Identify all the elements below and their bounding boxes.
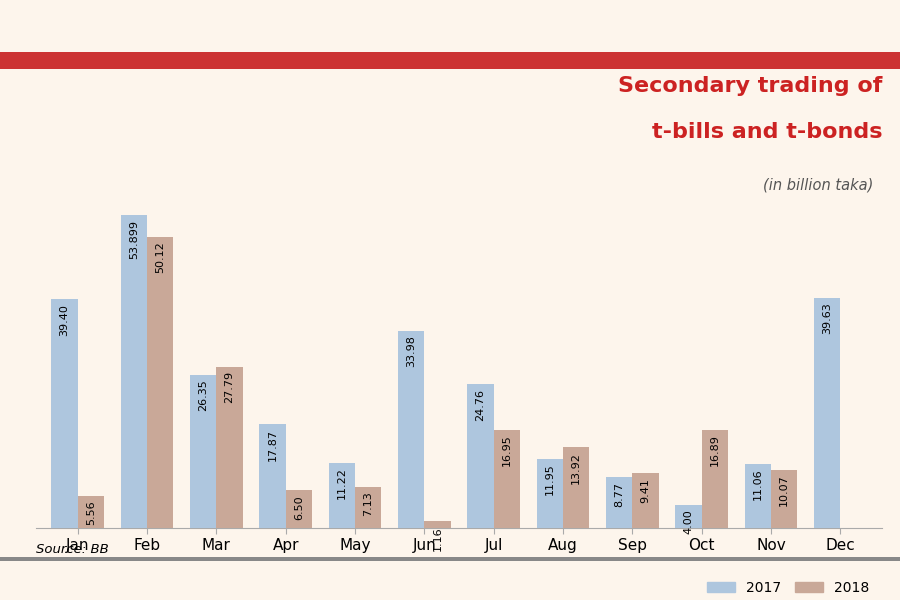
Text: 1.16: 1.16	[433, 526, 443, 551]
Text: t-bills and t-bonds: t-bills and t-bonds	[652, 121, 882, 142]
Text: 39.40: 39.40	[59, 304, 69, 336]
Bar	[467, 384, 494, 528]
Bar	[702, 430, 728, 528]
Text: 5.56: 5.56	[86, 500, 95, 525]
Text: Secondary trading of: Secondary trading of	[617, 76, 882, 97]
Text: Source: BB: Source: BB	[36, 543, 109, 556]
Text: 13.92: 13.92	[572, 452, 581, 484]
Bar	[328, 463, 355, 528]
Bar	[814, 298, 841, 528]
Text: 17.87: 17.87	[267, 429, 277, 461]
Text: 9.41: 9.41	[641, 478, 651, 503]
Text: 11.06: 11.06	[753, 469, 763, 500]
Bar	[675, 505, 702, 528]
Bar	[259, 424, 285, 528]
Text: 33.98: 33.98	[406, 335, 416, 367]
Text: 6.50: 6.50	[293, 495, 304, 520]
Bar	[190, 375, 216, 528]
Text: 53.899: 53.899	[129, 220, 139, 259]
Bar	[424, 521, 451, 528]
Bar	[355, 487, 382, 528]
Bar	[633, 473, 659, 528]
Bar	[51, 299, 77, 528]
Text: 4.00: 4.00	[683, 509, 694, 534]
Bar	[147, 237, 174, 528]
Legend: 2017, 2018: 2017, 2018	[702, 575, 875, 600]
Text: (in billion taka): (in billion taka)	[762, 177, 873, 192]
Bar	[744, 464, 771, 528]
Text: 11.22: 11.22	[337, 467, 347, 499]
Bar	[121, 215, 147, 528]
Bar	[563, 447, 590, 528]
Text: 10.07: 10.07	[779, 474, 789, 506]
Bar	[771, 470, 797, 528]
Text: 50.12: 50.12	[155, 242, 165, 274]
Text: 8.77: 8.77	[614, 482, 625, 507]
Bar	[536, 458, 563, 528]
Bar	[398, 331, 424, 528]
Text: 27.79: 27.79	[224, 371, 235, 403]
Bar	[77, 496, 104, 528]
Bar	[606, 477, 633, 528]
Text: 7.13: 7.13	[364, 491, 374, 516]
Text: 39.63: 39.63	[823, 302, 832, 334]
Text: 16.95: 16.95	[502, 434, 512, 466]
Bar	[494, 430, 520, 528]
Text: 11.95: 11.95	[544, 463, 554, 495]
Text: 26.35: 26.35	[198, 380, 208, 412]
Bar	[285, 490, 312, 528]
Bar	[216, 367, 243, 528]
Text: 24.76: 24.76	[475, 389, 485, 421]
Text: 16.89: 16.89	[710, 434, 720, 466]
